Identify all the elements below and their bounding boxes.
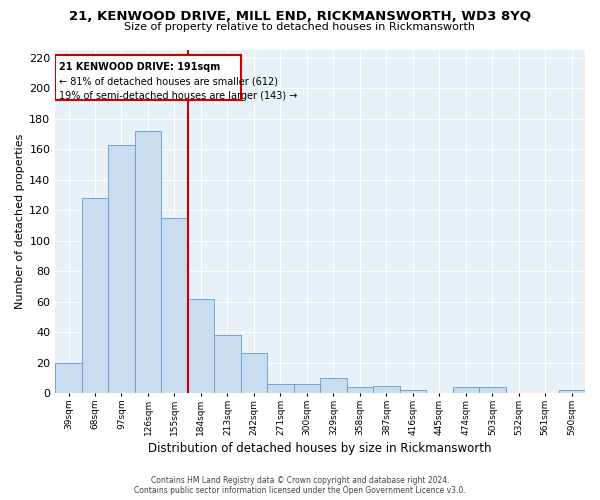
Bar: [55, 362, 82, 393]
Bar: [241, 354, 267, 393]
Bar: [347, 387, 373, 393]
Bar: [108, 144, 135, 393]
Bar: [82, 198, 108, 393]
Bar: [214, 335, 241, 393]
Text: ← 81% of detached houses are smaller (612): ← 81% of detached houses are smaller (61…: [59, 76, 278, 86]
Bar: [267, 384, 293, 393]
Text: 19% of semi-detached houses are larger (143) →: 19% of semi-detached houses are larger (…: [59, 91, 298, 101]
Text: 21, KENWOOD DRIVE, MILL END, RICKMANSWORTH, WD3 8YQ: 21, KENWOOD DRIVE, MILL END, RICKMANSWOR…: [69, 10, 531, 23]
Bar: [135, 131, 161, 393]
Text: 21 KENWOOD DRIVE: 191sqm: 21 KENWOOD DRIVE: 191sqm: [59, 62, 220, 72]
Bar: [188, 298, 214, 393]
Text: Size of property relative to detached houses in Rickmansworth: Size of property relative to detached ho…: [125, 22, 476, 32]
Bar: [320, 378, 347, 393]
X-axis label: Distribution of detached houses by size in Rickmansworth: Distribution of detached houses by size …: [148, 442, 492, 455]
Bar: [479, 387, 506, 393]
Y-axis label: Number of detached properties: Number of detached properties: [15, 134, 25, 309]
Bar: [293, 384, 320, 393]
Bar: [161, 218, 188, 393]
FancyBboxPatch shape: [55, 54, 241, 100]
Bar: [559, 390, 585, 393]
Bar: [400, 390, 426, 393]
Text: Contains HM Land Registry data © Crown copyright and database right 2024.
Contai: Contains HM Land Registry data © Crown c…: [134, 476, 466, 495]
Bar: [452, 387, 479, 393]
Bar: [373, 386, 400, 393]
